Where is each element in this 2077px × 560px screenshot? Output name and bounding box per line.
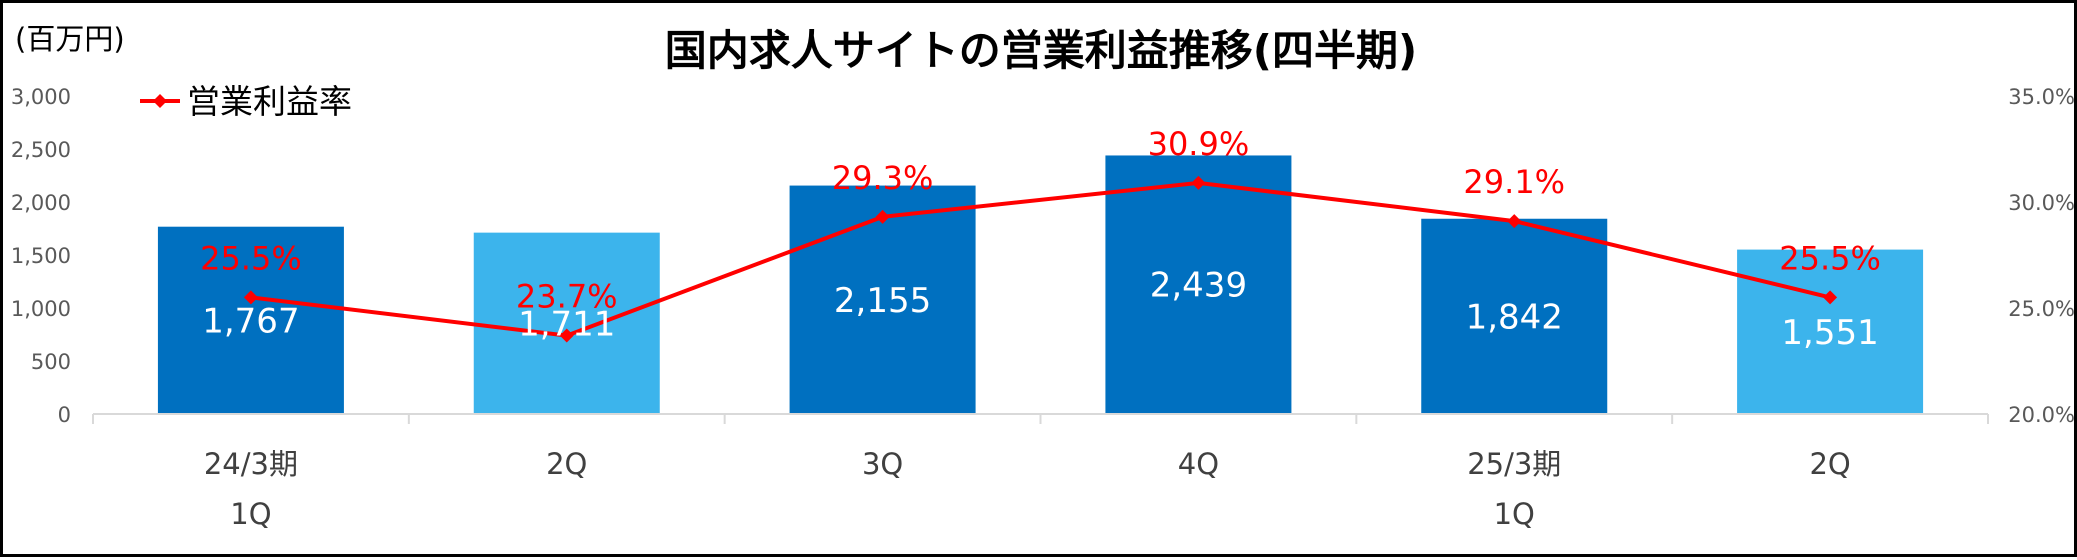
margin-value-label: 29.3% [832, 159, 934, 197]
category-label: 1Q [230, 497, 271, 531]
bar [1737, 249, 1924, 414]
left-tick-label: 1,000 [11, 297, 71, 321]
chart-canvas: (百万円) 国内求人サイトの営業利益推移(四半期) 0 500 1,000 1,500… [11, 22, 2075, 531]
legend-marker-icon [153, 94, 167, 108]
category-label: 25/3期 [1467, 447, 1561, 481]
legend-label: 営業利益率 [187, 82, 352, 121]
right-tick-label: 35.0% [2008, 85, 2075, 109]
line-marker [1823, 290, 1838, 305]
category-label: 2Q [1809, 447, 1850, 481]
x-axis: 24/3期 1Q 2Q 3Q 4Q 25/3期 1Q 2Q [92, 413, 1989, 531]
data-labels: 1,767 1,711 2,155 2,439 1,842 1,551 25.5% 23.7%… [200, 125, 1881, 353]
bar-value-label: 2,439 [1150, 266, 1247, 306]
margin-value-label: 25.5% [200, 239, 302, 277]
line-marker [243, 290, 258, 305]
bar [157, 226, 344, 414]
margin-value-label: 25.5% [1779, 239, 1881, 277]
margin-line [250, 180, 1831, 338]
margin-value-label: 29.1% [1463, 163, 1565, 201]
bar-value-label: 1,842 [1466, 297, 1563, 337]
left-tick-label: 0 [58, 403, 71, 427]
category-label: 3Q [862, 447, 903, 481]
bar-value-label: 1,711 [518, 304, 615, 344]
left-tick-label: 500 [31, 350, 71, 374]
line-marker [559, 328, 574, 343]
line-marker [875, 209, 890, 224]
left-tick-label: 1,500 [11, 244, 71, 268]
left-tick-label: 3,000 [11, 85, 71, 109]
category-label: 1Q [1494, 497, 1535, 531]
chart-title: 国内求人サイトの営業利益推移(四半期) [665, 26, 1417, 75]
bar-value-label: 1,767 [202, 301, 299, 341]
bar-series [157, 155, 1924, 414]
unit-label: (百万円) [15, 22, 125, 56]
left-tick-label: 2,500 [11, 138, 71, 162]
right-axis-ticks: 20.0% 25.0% 30.0% 35.0% [2008, 85, 2075, 427]
right-tick-label: 20.0% [2008, 403, 2075, 427]
line-marker [1191, 175, 1206, 190]
bar-value-label: 1,551 [1781, 313, 1878, 353]
left-tick-label: 2,000 [11, 191, 71, 215]
bar [1105, 155, 1292, 414]
bar-value-label: 2,155 [834, 281, 931, 321]
line-marker [1507, 214, 1522, 229]
bar [473, 232, 660, 414]
margin-value-label: 23.7% [516, 278, 618, 316]
category-label: 24/3期 [204, 447, 298, 481]
legend: 営業利益率 [140, 82, 352, 121]
left-axis-ticks: 0 500 1,000 1,500 2,000 2,500 3,000 [11, 85, 71, 427]
bar [1421, 218, 1608, 414]
category-label: 4Q [1178, 447, 1219, 481]
right-tick-label: 30.0% [2008, 191, 2075, 215]
right-tick-label: 25.0% [2008, 297, 2075, 321]
line-series [243, 175, 1838, 343]
category-label: 2Q [546, 447, 587, 481]
margin-value-label: 30.9% [1148, 125, 1250, 163]
